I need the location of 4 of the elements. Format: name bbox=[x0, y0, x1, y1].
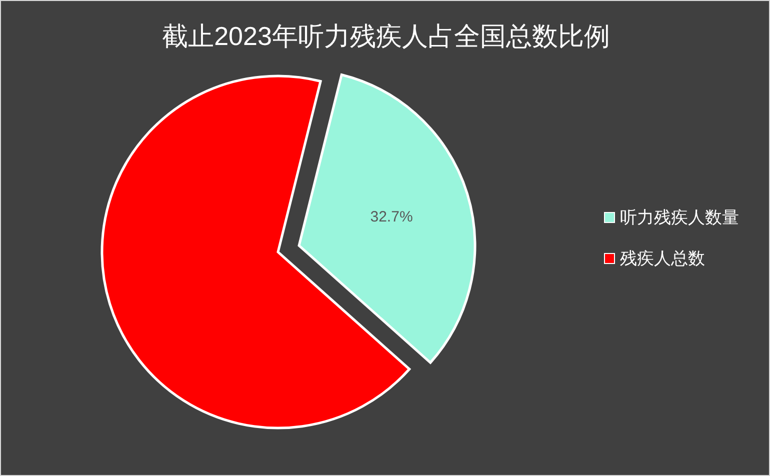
data-label: 32.7% bbox=[370, 208, 413, 226]
legend-label: 残疾人总数 bbox=[620, 248, 705, 270]
chart-title: 截止2023年听力残疾人占全国总数比例 bbox=[161, 20, 611, 53]
legend-label: 听力残疾人数量 bbox=[620, 207, 739, 229]
